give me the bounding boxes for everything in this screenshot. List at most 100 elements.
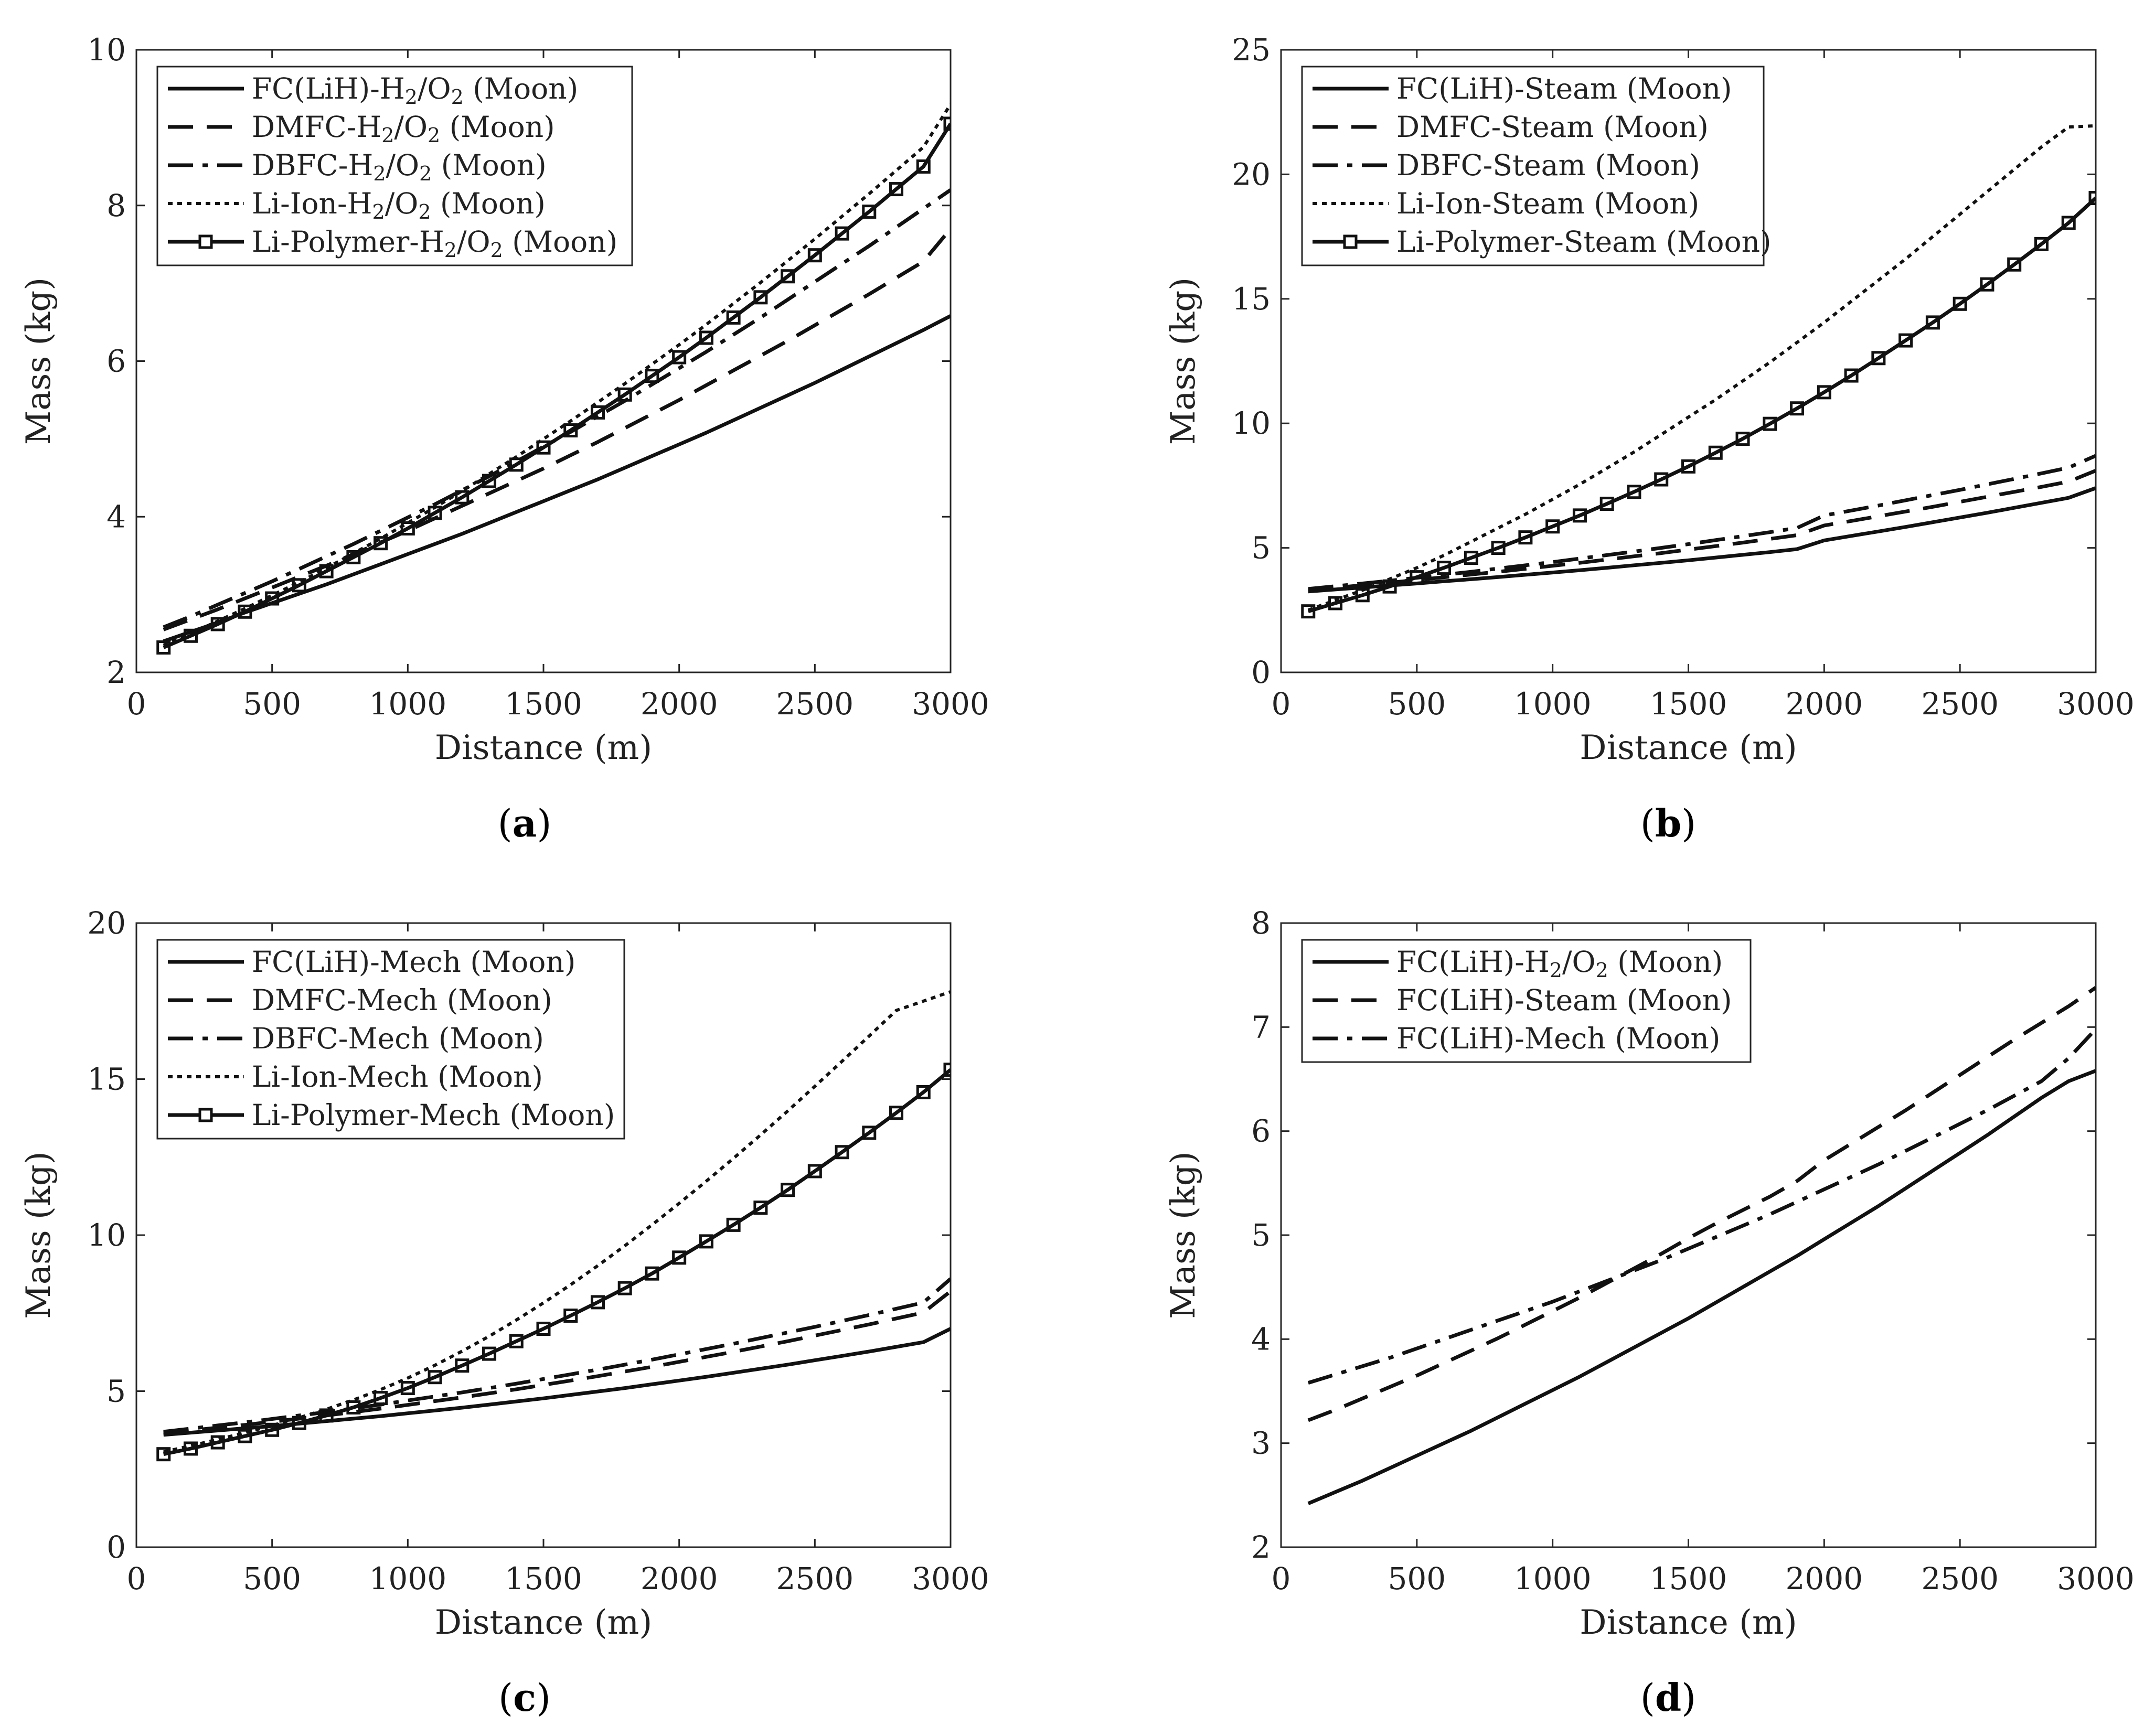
x-tick-label: 1500 <box>1650 1561 1727 1596</box>
y-tick-label: 5 <box>106 1374 126 1409</box>
legend-entry-label: DBFC-Mech (Moon) <box>252 1022 544 1055</box>
series-marker <box>1898 333 1913 348</box>
legend-marker <box>198 1108 213 1122</box>
series-marker <box>1491 541 1506 555</box>
series-marker <box>1355 588 1370 603</box>
series-marker <box>210 617 225 631</box>
series-marker <box>1925 315 1940 330</box>
y-axis-label: Mass (kg) <box>19 1151 58 1319</box>
series-marker <box>645 369 659 383</box>
series-marker <box>509 457 524 472</box>
series-marker <box>2034 237 2049 251</box>
legend-marker <box>1343 234 1358 249</box>
x-tick-label: 500 <box>243 686 301 722</box>
x-tick-label: 3000 <box>912 686 989 722</box>
series-line-3 <box>1307 1027 2096 1385</box>
legend-entry-label: DMFC-Steam (Moon) <box>1396 110 1709 144</box>
y-tick-label: 7 <box>1251 1009 1271 1045</box>
x-tick-label: 2000 <box>1786 686 1863 722</box>
panel-c: 0 500 1000 1500 2000 2500 3000 0 5 10 15 20 Distance… <box>19 905 989 1720</box>
series-marker <box>916 1085 931 1099</box>
y-tick-label: 10 <box>87 1217 126 1253</box>
legend-entry-label: FC(LiH)-H2/O2 (Moon) <box>1396 945 1723 982</box>
series-marker <box>455 1358 470 1373</box>
series-marker <box>346 1400 361 1414</box>
series-marker <box>265 1422 280 1437</box>
x-tick-label: 2500 <box>776 686 854 722</box>
x-tick-label: 3000 <box>2057 686 2135 722</box>
x-tick-label: 2500 <box>1921 686 1999 722</box>
series-line-3 <box>163 188 951 629</box>
y-tick-label: 20 <box>87 905 126 941</box>
series-marker <box>645 1266 659 1281</box>
series-marker <box>1545 519 1560 534</box>
y-tick-label: 20 <box>1232 156 1271 192</box>
series-marker <box>807 248 822 263</box>
x-axis-label: Distance (m) <box>1580 1603 1797 1642</box>
legend: FC(LiH)-H2/O2 (Moon)FC(LiH)-Steam (Moon)… <box>1301 939 1752 1063</box>
series-marker <box>346 550 361 564</box>
series-marker <box>1437 561 1452 575</box>
series-marker <box>753 290 768 305</box>
y-tick-label: 6 <box>106 344 126 379</box>
series-group <box>1307 986 2096 1505</box>
series-marker <box>726 1217 741 1232</box>
series-marker <box>455 490 470 505</box>
series-marker <box>1953 296 1967 311</box>
series-marker <box>265 591 280 606</box>
series-marker <box>617 1281 632 1295</box>
series-line-1 <box>1307 1069 2096 1505</box>
series-group <box>156 990 951 1462</box>
series-marker <box>319 564 334 578</box>
series-marker <box>563 423 578 438</box>
series-marker <box>807 1164 822 1178</box>
series-marker <box>183 1441 198 1456</box>
series-marker <box>2061 216 2076 230</box>
legend-entry-label: DMFC-H2/O2 (Moon) <box>252 110 555 147</box>
series-marker <box>536 440 551 455</box>
series-group <box>156 103 951 655</box>
y-axis-label: Mass (kg) <box>1164 1151 1203 1319</box>
series-marker <box>509 1334 524 1348</box>
series-marker <box>156 640 171 655</box>
series-marker <box>590 1295 605 1310</box>
y-tick-label: 8 <box>106 188 126 223</box>
series-marker <box>1518 530 1533 545</box>
series-marker <box>238 1429 252 1443</box>
series-marker <box>400 521 415 536</box>
y-tick-label: 15 <box>87 1062 126 1097</box>
y-tick-label: 2 <box>106 655 126 690</box>
y-tick-label: 5 <box>1251 1217 1271 1253</box>
y-tick-label: 0 <box>1251 655 1271 690</box>
x-tick-label: 3000 <box>2057 1561 2135 1596</box>
legend-entry-label: Li-Polymer-Steam (Moon) <box>1396 225 1771 259</box>
legend: FC(LiH)-Steam (Moon) DMFC-Steam (Moon) DBF… <box>1301 66 1771 266</box>
x-tick-label: 1500 <box>1650 686 1727 722</box>
series-marker <box>536 1322 551 1336</box>
legend-entry-label: Li-Polymer-H2/O2 (Moon) <box>252 225 617 262</box>
x-tick-label: 0 <box>1272 1561 1291 1596</box>
y-tick-label: 2 <box>1251 1529 1271 1565</box>
legend-entry-label: Li-Ion-Steam (Moon) <box>1396 187 1699 220</box>
series-marker <box>319 1408 334 1423</box>
series-marker <box>1301 604 1316 619</box>
panel-b: 0 500 1000 1500 2000 2500 3000 0 5 10 15 20 25 Distan… <box>1164 32 2135 845</box>
series-marker <box>943 1063 951 1077</box>
series-marker <box>726 310 741 325</box>
series-marker <box>1382 579 1397 594</box>
x-tick-label: 0 <box>127 686 146 722</box>
x-tick-label: 500 <box>1388 686 1446 722</box>
x-tick-label: 1000 <box>1514 686 1592 722</box>
series-marker <box>590 405 605 420</box>
series-marker <box>1410 570 1424 585</box>
series-marker <box>292 578 306 593</box>
legend-entry-label: Li-Ion-H2/O2 (Moon) <box>252 187 546 223</box>
series-marker <box>210 1435 225 1450</box>
series-marker <box>781 1183 795 1197</box>
panel-d: 0 500 1000 1500 2000 2500 3000 2 3 4 5 6 7 8 Distance … <box>1164 905 2135 1720</box>
legend-entry-label: DBFC-Steam (Moon) <box>1396 148 1700 182</box>
x-tick-label: 2000 <box>641 1561 718 1596</box>
y-tick-label: 5 <box>1251 530 1271 566</box>
series-marker <box>1681 459 1695 474</box>
